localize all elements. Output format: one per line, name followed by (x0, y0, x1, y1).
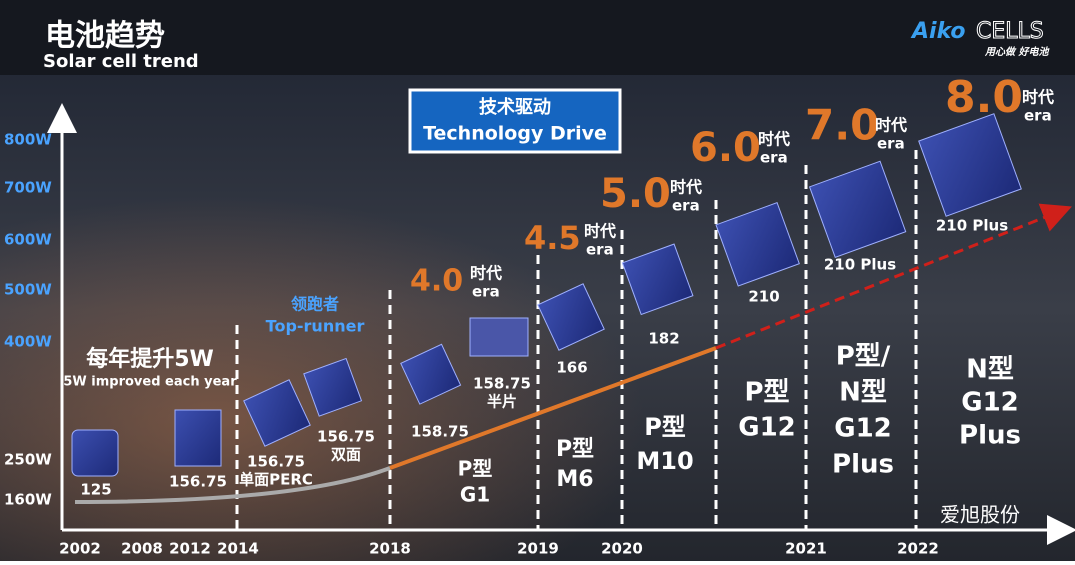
era-zh: 时代 (584, 222, 616, 241)
era-zh: 时代 (758, 130, 790, 149)
era-number: 6.0 (690, 125, 761, 171)
x-label: 2002 (59, 540, 101, 558)
section-label: N型 (966, 355, 1014, 385)
section-label: 每年提升5W (86, 346, 214, 372)
cell-label: 210 Plus (824, 256, 896, 274)
era-en: era (586, 241, 614, 259)
section-label: P型 (458, 457, 493, 481)
cell-label: 半片 (487, 393, 517, 411)
section-label: P型/ (836, 342, 891, 372)
x-label: 2008 (121, 540, 163, 558)
era-number: 7.0 (805, 101, 879, 150)
era-en: era (1024, 107, 1052, 125)
y-label: 250W (4, 451, 52, 469)
logo-brand: Aiko (910, 19, 966, 44)
x-label: 2019 (517, 540, 559, 558)
era-zh: 时代 (875, 116, 907, 135)
era-en: era (472, 283, 500, 301)
trend-red (715, 203, 1072, 350)
cell-label: 125 (80, 481, 111, 499)
section-label: 领跑者 (291, 295, 339, 314)
cell-label: 158.75 (411, 423, 469, 441)
section-label: G1 (460, 483, 490, 507)
era-zh: 时代 (1022, 88, 1054, 107)
era-number: 8.0 (945, 72, 1023, 123)
x-label: 2014 (217, 540, 259, 558)
section-label: Top-runner (266, 317, 365, 336)
section-label: 5W improved each year (63, 375, 237, 390)
era-zh: 时代 (470, 264, 502, 283)
header-band (0, 0, 1075, 75)
section-label: G12 (738, 413, 796, 443)
section-label: G12 (834, 414, 892, 444)
x-label: 2021 (785, 540, 827, 558)
era-number: 4.5 (524, 219, 581, 257)
cell-label: 158.75 (473, 375, 531, 393)
x-label: 2018 (369, 540, 411, 558)
x-label: 2022 (897, 540, 939, 558)
banner-zh: 技术驱动 (479, 96, 551, 118)
x-label: 2012 (169, 540, 211, 558)
logo-tagline: 用心做 好电池 (984, 46, 1050, 58)
banner (408, 88, 622, 154)
y-label: 700W (4, 179, 52, 197)
trend-orange (389, 346, 717, 470)
section-label: Plus (832, 450, 894, 480)
section-label: N型 (839, 378, 887, 408)
watermark: 爱旭股份 (940, 503, 1020, 527)
era-en: era (877, 135, 905, 153)
era-en: era (760, 149, 788, 167)
section-label: P型 (744, 378, 789, 408)
y-label: 500W (4, 281, 52, 299)
era-en: era (672, 197, 700, 215)
section-label: M10 (636, 447, 693, 475)
cell-label: 156.75 (247, 453, 305, 471)
era-number: 4.0 (410, 264, 463, 299)
section-label: P型 (556, 437, 594, 462)
cell-label: 182 (648, 330, 679, 348)
trend-grey (74, 466, 391, 504)
cell-label: 156.75 (317, 428, 375, 446)
subtitle: Solar cell trend (43, 51, 199, 72)
section-label: G12 (961, 388, 1019, 418)
cell-label: 156.75 (169, 473, 227, 491)
section-label: M6 (556, 467, 593, 492)
section-label: P型 (644, 413, 686, 441)
y-label: 160W (4, 491, 52, 509)
cell-label: 单面PERC (239, 471, 313, 489)
banner-en: Technology Drive (423, 123, 607, 145)
cell-label: 双面 (331, 446, 361, 464)
y-label: 600W (4, 231, 52, 249)
era-zh: 时代 (670, 178, 702, 197)
cell-label: 166 (556, 359, 587, 377)
title: 电池趋势 (45, 19, 165, 54)
era-number: 5.0 (600, 171, 671, 217)
y-label: 800W (4, 131, 52, 149)
section-label: Plus (959, 421, 1021, 451)
y-label: 400W (4, 333, 52, 351)
cell-label: 210 (748, 288, 779, 306)
cells (71, 113, 1022, 477)
logo-brand2: CELLS (976, 19, 1044, 44)
cell-label: 210 Plus (936, 217, 1008, 235)
x-label: 2020 (601, 540, 643, 558)
